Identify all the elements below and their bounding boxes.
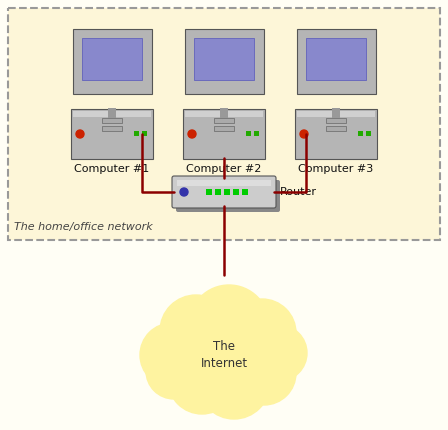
Circle shape xyxy=(140,323,204,387)
Circle shape xyxy=(232,341,296,405)
Bar xyxy=(102,118,122,123)
Bar xyxy=(297,111,375,117)
Circle shape xyxy=(300,130,308,138)
Bar xyxy=(177,180,271,186)
FancyBboxPatch shape xyxy=(194,38,254,80)
Circle shape xyxy=(180,188,188,196)
Text: Computer #2: Computer #2 xyxy=(186,164,262,174)
Bar xyxy=(326,118,346,123)
Bar xyxy=(214,126,234,131)
Bar xyxy=(224,189,230,195)
Bar xyxy=(242,189,248,195)
Circle shape xyxy=(76,130,84,138)
Bar xyxy=(108,108,116,118)
Circle shape xyxy=(251,325,307,381)
Text: Router: Router xyxy=(280,187,317,197)
Text: The home/office network: The home/office network xyxy=(14,222,153,232)
Bar xyxy=(134,131,139,136)
Bar xyxy=(142,131,147,136)
FancyBboxPatch shape xyxy=(82,38,142,80)
Circle shape xyxy=(198,347,270,419)
FancyBboxPatch shape xyxy=(172,176,276,208)
FancyBboxPatch shape xyxy=(71,109,153,159)
Bar xyxy=(220,108,228,118)
Bar xyxy=(358,131,363,136)
Bar xyxy=(254,131,259,136)
Bar xyxy=(366,131,371,136)
Bar xyxy=(8,8,440,240)
Text: Computer #3: Computer #3 xyxy=(298,164,374,174)
Circle shape xyxy=(186,315,262,391)
Bar xyxy=(332,108,340,118)
Bar xyxy=(215,189,221,195)
FancyBboxPatch shape xyxy=(306,38,366,80)
Circle shape xyxy=(160,295,232,367)
Bar xyxy=(214,118,234,123)
Circle shape xyxy=(189,285,269,365)
FancyBboxPatch shape xyxy=(297,28,375,93)
Circle shape xyxy=(188,130,196,138)
Circle shape xyxy=(146,343,202,399)
Bar xyxy=(206,189,212,195)
Circle shape xyxy=(228,299,296,367)
FancyBboxPatch shape xyxy=(73,28,151,93)
Text: The
Internet: The Internet xyxy=(200,340,248,370)
FancyBboxPatch shape xyxy=(176,180,280,212)
Circle shape xyxy=(168,346,236,414)
FancyBboxPatch shape xyxy=(185,28,263,93)
FancyBboxPatch shape xyxy=(295,109,377,159)
Bar xyxy=(233,189,239,195)
Bar xyxy=(326,126,346,131)
Bar xyxy=(246,131,251,136)
Text: Computer #1: Computer #1 xyxy=(74,164,150,174)
Bar xyxy=(73,111,151,117)
FancyBboxPatch shape xyxy=(183,109,265,159)
Bar xyxy=(185,111,263,117)
Bar xyxy=(102,126,122,131)
